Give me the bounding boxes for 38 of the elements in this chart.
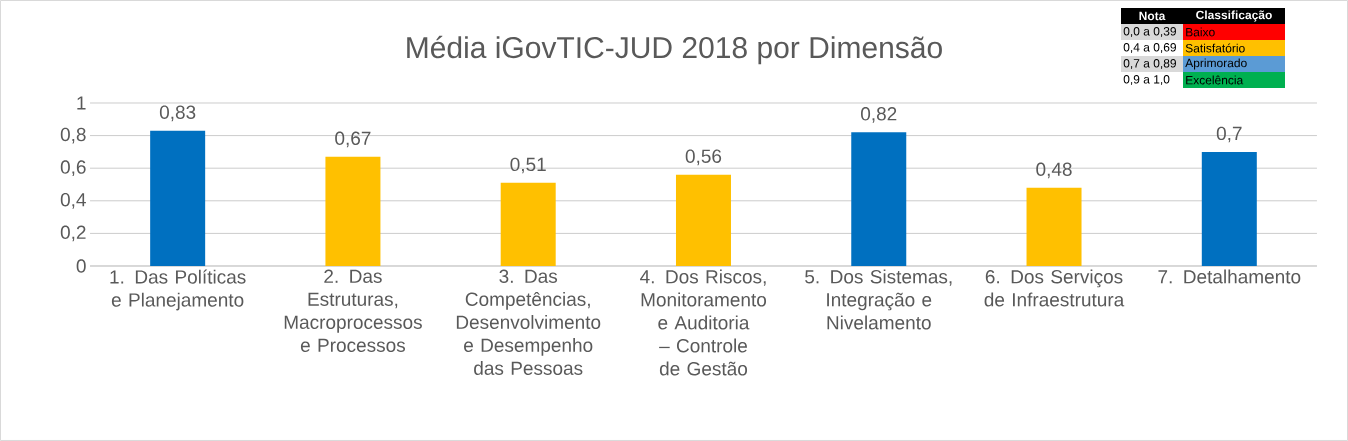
text: 0,9 a 1,0 (1123, 75, 1170, 85)
bar (150, 130, 206, 266)
text: 0,7 a 0,89 (1123, 59, 1176, 69)
bar (1201, 151, 1257, 266)
y-tick-label: 0,2 (60, 225, 86, 242)
x-tick-label: 1. Das Políticas e Planejamento (110, 269, 246, 311)
data-label: 0,83 (159, 105, 196, 122)
y-tick-label: 0,6 (60, 160, 86, 177)
chart-title: Média iGovTIC-JUD 2018 por Dimensão (407, 35, 942, 65)
text: Excelência (1186, 75, 1244, 85)
x-tick-label: 2. Das Estruturas, Macroprocessos e Processos (284, 269, 422, 352)
bar (675, 174, 731, 266)
x-tick-label: 4. Dos Riscos, Monitoramento e Auditoria – Controle de Gestão (640, 269, 767, 376)
text: Satisfatório (1185, 43, 1245, 53)
bar (851, 132, 907, 266)
bar (325, 156, 381, 266)
y-tick-label: 0,8 (60, 127, 86, 144)
x-tick-label: 6. Dos Serviços de Infraestrutura (984, 269, 1125, 307)
data-label: 0,67 (335, 131, 371, 148)
y-tick-label: 0,4 (60, 192, 86, 209)
data-label: 0,48 (1036, 162, 1072, 179)
text: Nota (1139, 11, 1166, 21)
x-tick-label: 5. Dos Sistemas, Integração e Nivelamento (805, 269, 952, 330)
data-label: 0,51 (510, 157, 546, 174)
x-tick-label: 7. Detalhamento (1158, 269, 1301, 284)
text: Classificação (1196, 10, 1272, 22)
y-tick-label: 1 (77, 96, 86, 110)
y-tick-label: 0 (76, 259, 86, 273)
text: Baixo (1186, 27, 1215, 37)
text: 0,4 a 0,69 (1123, 43, 1176, 53)
bar (500, 182, 556, 266)
bar (1026, 187, 1082, 266)
text: 0,0 a 0,39 (1123, 27, 1176, 37)
data-label: 0,56 (685, 149, 722, 166)
data-label: 0,7 (1216, 126, 1242, 143)
x-tick-label: 3. Das Competências, Desenvolvimento e Desempenho das Pessoas (456, 269, 601, 375)
data-label: 0,82 (861, 107, 897, 123)
text: Aprimorado (1185, 58, 1247, 70)
